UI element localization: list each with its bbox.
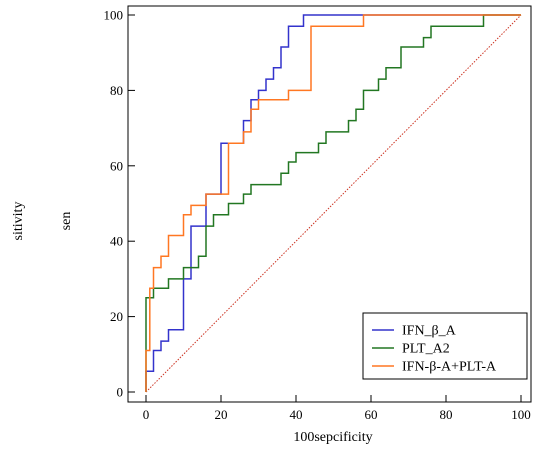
legend-label-plt: PLT_A2 — [402, 342, 450, 357]
y-tick-label: 40 — [110, 234, 123, 249]
y-tick-label: 20 — [110, 309, 123, 324]
series-line-2 — [145, 14, 521, 392]
y-axis-label-left: sitivity — [11, 202, 26, 241]
y-tick-label: 80 — [110, 83, 123, 98]
y-tick-label: 0 — [117, 385, 124, 400]
y-axis-label-right: sen — [59, 212, 74, 231]
series-line-1 — [145, 14, 521, 392]
legend: IFN_β_A PLT_A2 IFN-β-A+PLT-A — [362, 312, 528, 380]
series-layer — [145, 14, 521, 392]
x-tick-label: 0 — [143, 407, 150, 422]
legend-label-combined: IFN-β-A+PLT-A — [402, 360, 497, 375]
legend-label-ifn: IFN_β_A — [402, 324, 457, 339]
x-tick-label: 100 — [511, 407, 531, 422]
x-tick-label: 60 — [365, 407, 378, 422]
y-tick-label: 60 — [110, 158, 123, 173]
x-axis-label: 100sepcificity — [293, 430, 372, 445]
x-tick-label: 20 — [215, 407, 228, 422]
ticks-layer: 0 20 40 60 80 100 0 20 40 60 80 100 — [104, 8, 531, 423]
x-tick-label: 40 — [290, 407, 303, 422]
x-tick-label: 80 — [440, 407, 453, 422]
plot-frame — [127, 5, 532, 403]
series-line-3 — [145, 14, 521, 392]
legend-box — [362, 312, 528, 380]
y-tick-label: 100 — [104, 8, 124, 23]
